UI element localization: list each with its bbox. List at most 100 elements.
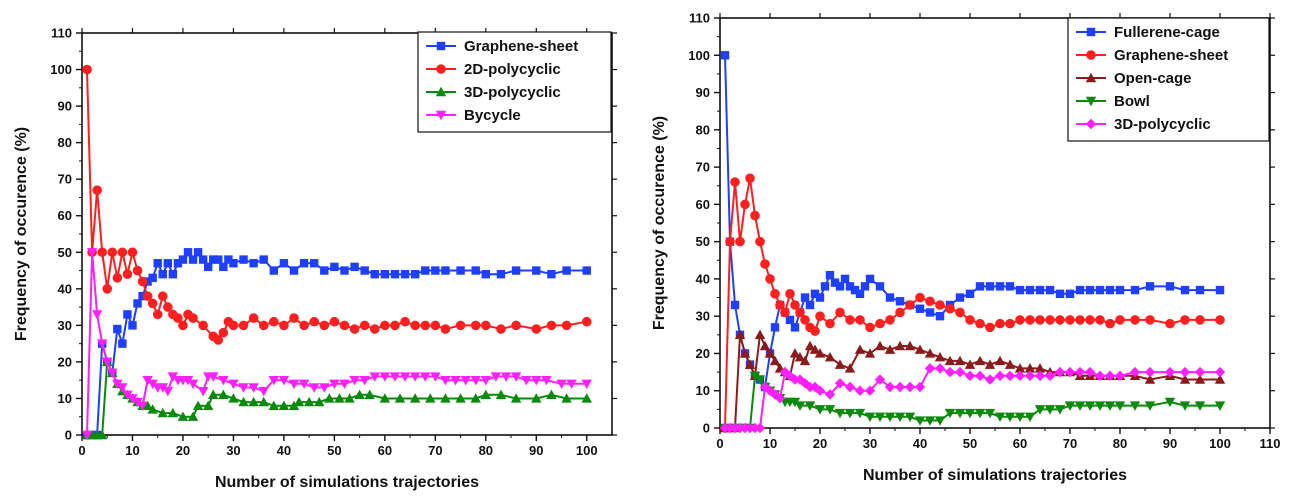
data-point: [248, 396, 259, 407]
series-line: [86, 69, 587, 341]
data-point: [965, 289, 975, 299]
data-point: [320, 266, 329, 275]
data-point: [804, 401, 816, 411]
data-point: [470, 393, 481, 403]
data-point: [248, 383, 259, 393]
data-point: [182, 375, 194, 386]
data-point: [1215, 315, 1225, 325]
data-point: [440, 393, 451, 403]
x-tick-label: 30: [863, 436, 877, 451]
data-point: [420, 320, 431, 331]
data-point: [1075, 315, 1085, 325]
data-point: [975, 282, 985, 291]
data-point: [531, 375, 542, 386]
legend-marker: [435, 86, 447, 97]
data-point: [298, 379, 310, 390]
data-point: [814, 348, 826, 358]
series-3d-polycyclic: [81, 356, 592, 440]
data-point: [142, 375, 153, 386]
data-point: [1074, 401, 1086, 411]
data-point: [208, 372, 219, 382]
data-point: [985, 282, 995, 291]
data-point: [884, 412, 896, 423]
data-point: [259, 255, 268, 264]
data-point: [511, 320, 521, 331]
data-point: [904, 381, 916, 393]
data-point: [268, 375, 280, 386]
x-tick-label: 10: [763, 436, 777, 451]
data-point: [248, 313, 259, 323]
data-point: [167, 407, 179, 418]
data-point: [410, 320, 420, 331]
data-point: [218, 389, 229, 399]
legend-marker: [1085, 96, 1097, 107]
data-point: [914, 416, 926, 426]
data-point: [1074, 366, 1086, 378]
data-point: [830, 278, 840, 287]
data-point: [455, 393, 466, 403]
data-point: [1005, 318, 1015, 329]
x-tick-label: 100: [576, 443, 598, 458]
data-point: [319, 320, 330, 331]
data-point: [480, 375, 492, 386]
data-point: [964, 370, 976, 382]
data-point: [734, 329, 746, 340]
data-point: [974, 355, 986, 366]
data-point: [984, 408, 996, 419]
data-point: [995, 318, 1005, 329]
data-point: [789, 348, 801, 358]
data-point: [1144, 366, 1156, 378]
data-point: [1025, 315, 1035, 325]
data-point: [955, 307, 965, 318]
legend-label: 3D-polycyclic: [464, 84, 561, 101]
data-point: [799, 355, 811, 366]
data-point: [349, 324, 360, 334]
data-point: [1004, 359, 1016, 369]
data-point: [122, 390, 133, 400]
data-point: [1024, 363, 1036, 373]
data-point: [229, 259, 238, 268]
data-point: [975, 318, 985, 329]
data-point: [421, 266, 430, 275]
data-point: [163, 302, 173, 312]
data-point: [450, 375, 461, 386]
data-point: [379, 372, 391, 382]
data-point: [1075, 285, 1085, 295]
data-point: [258, 396, 269, 407]
data-point: [202, 400, 214, 410]
data-point: [582, 266, 591, 275]
data-point: [117, 383, 128, 393]
data-point: [380, 320, 390, 331]
data-point: [420, 372, 431, 382]
data-point: [258, 386, 269, 397]
data-point: [359, 375, 370, 386]
data-point: [1054, 405, 1066, 415]
data-point: [1084, 401, 1096, 411]
data-point: [1114, 401, 1126, 411]
y-tick-label: 20: [696, 346, 710, 361]
data-point: [1144, 374, 1156, 384]
data-point: [359, 320, 370, 331]
data-point: [500, 372, 512, 382]
data-point: [735, 236, 745, 247]
x-tick-label: 110: [1260, 436, 1281, 451]
data-point: [775, 300, 785, 310]
y-tick-label: 10: [696, 383, 710, 398]
data-point: [1024, 412, 1036, 423]
data-point: [875, 282, 885, 291]
data-point: [112, 379, 123, 390]
data-point: [308, 383, 320, 393]
data-point: [1145, 282, 1155, 291]
data-point: [1004, 412, 1016, 423]
data-point: [168, 270, 178, 279]
y-tick-label: 0: [65, 428, 72, 443]
data-point: [309, 316, 319, 327]
data-point: [934, 351, 946, 362]
data-point: [546, 320, 557, 331]
y-tick-label: 100: [688, 48, 710, 63]
data-point: [380, 270, 390, 279]
legend-label: Open-cage: [1114, 70, 1192, 87]
data-point: [835, 307, 845, 318]
data-point: [1164, 397, 1176, 408]
data-point: [894, 412, 906, 423]
